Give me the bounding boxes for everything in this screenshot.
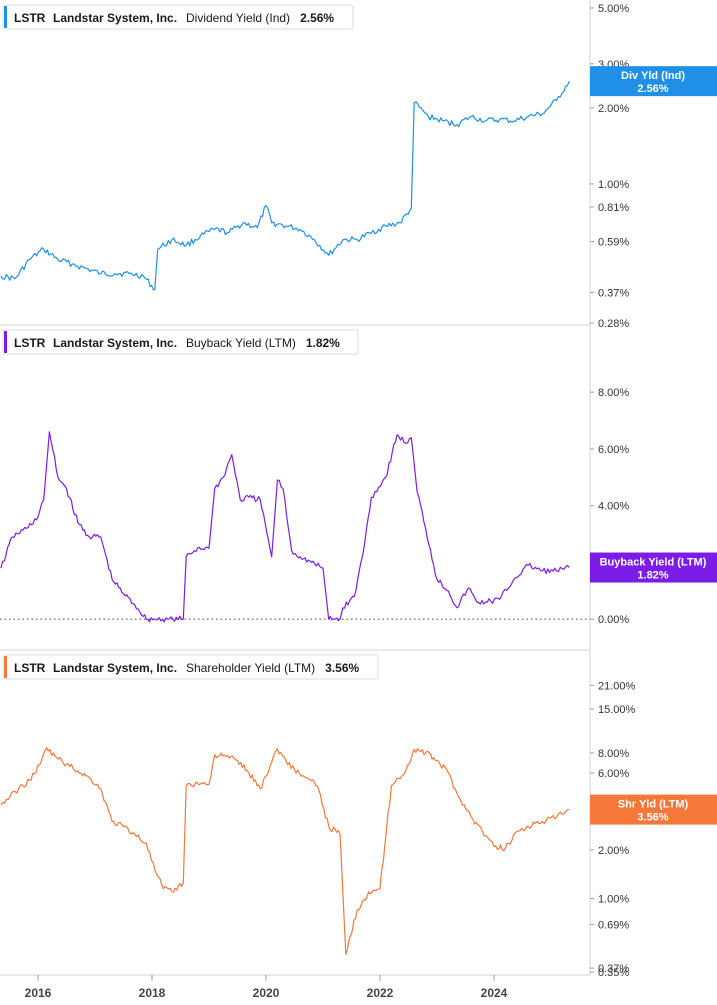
y-tick-label: 0.35% [598, 967, 629, 979]
legend-company: Landstar System, Inc. [53, 336, 177, 350]
legend-current-value: 2.56% [300, 11, 334, 25]
y-tick-label: 0.69% [598, 919, 629, 931]
y-tick-label: 0.81% [598, 202, 629, 214]
y-tick-label: 8.00% [598, 387, 629, 399]
value-tag-bg [590, 66, 717, 97]
series-legend: LSTR Landstar System, Inc. Buyback Yield (… [2, 329, 359, 355]
value-tag-bg [590, 552, 717, 583]
y-tick-label: 0.59% [598, 237, 629, 249]
y-tick-label: 6.00% [598, 768, 629, 780]
legend-metric: Shareholder Yield (LTM) [186, 661, 315, 675]
chart-panel-3: 0.35%0.37% 0.69% 1.00% 2.00% 6.00% 8.00% 15.00… [0, 649, 717, 979]
value-tag: Shr Yld (LTM)3.56% [590, 794, 717, 825]
legend-ticker: LSTR [14, 336, 46, 350]
y-tick-label: 2.00% [598, 103, 629, 115]
x-tick-label: 2016 [25, 986, 52, 1000]
y-tick-label: 1.00% [598, 179, 629, 191]
value-tag-label: Buyback Yield (LTM) [600, 557, 707, 569]
x-axis: 2016 2018 2020 2022 2024 [0, 974, 590, 1000]
legend-company: Landstar System, Inc. [53, 661, 177, 675]
legend-ticker: LSTR [14, 661, 46, 675]
y-tick-label: 0.37% [598, 963, 629, 975]
value-tag-bg [590, 794, 717, 825]
value-tag-label: Shr Yld (LTM) [618, 799, 689, 811]
series-legend: LSTR Landstar System, Inc. Shareholder Yie… [2, 654, 379, 680]
legend-metric: Buyback Yield (LTM) [186, 336, 296, 350]
x-tick-label: 2022 [367, 986, 394, 1000]
legend-ticker: LSTR [14, 11, 46, 25]
legend-swatch [4, 656, 7, 678]
chart-panel-1: 0.28%0.37%0.59%0.81%1.00%2.00%3.00%5.00%… [0, 0, 717, 330]
y-tick-label: 0.00% [598, 614, 629, 626]
legend-metric: Dividend Yield (Ind) [186, 11, 290, 25]
legend-current-value: 3.56% [325, 661, 359, 675]
value-tag-value: 1.82% [637, 570, 668, 582]
legend-box [2, 654, 379, 680]
legend-company: Landstar System, Inc. [53, 11, 177, 25]
value-tag-value: 2.56% [637, 83, 668, 95]
y-tick-label: 6.00% [598, 444, 629, 456]
legend-swatch [4, 6, 7, 28]
value-tag-value: 3.56% [637, 812, 668, 824]
series-line [0, 80, 570, 291]
y-tick-label: 1.00% [598, 894, 629, 906]
series-line [0, 747, 570, 955]
legend-swatch [4, 331, 7, 353]
legend-current-value: 1.82% [306, 336, 340, 350]
y-tick-label: 0.37% [598, 288, 629, 300]
value-tag: Buyback Yield (LTM)1.82% [590, 552, 717, 583]
legend-box [2, 4, 354, 30]
y-tick-label: 0.28% [598, 318, 629, 330]
x-tick-label: 2024 [481, 986, 508, 1000]
y-tick-label: 15.00% [598, 704, 636, 716]
x-tick-label: 2018 [139, 986, 166, 1000]
value-tag-label: Div Yld (Ind) [621, 70, 685, 82]
series-legend: LSTR Landstar System, Inc. Dividend Yield … [2, 4, 354, 30]
x-tick-label: 2020 [253, 986, 280, 1000]
y-tick-label: 21.00% [598, 680, 636, 692]
legend-box [2, 329, 359, 355]
value-tag: Div Yld (Ind)2.56% [590, 66, 717, 97]
y-tick-label: 5.00% [598, 3, 629, 15]
y-tick-label: 2.00% [598, 845, 629, 857]
y-tick-label: 8.00% [598, 748, 629, 760]
series-line [0, 431, 570, 623]
y-tick-label: 4.00% [598, 501, 629, 513]
